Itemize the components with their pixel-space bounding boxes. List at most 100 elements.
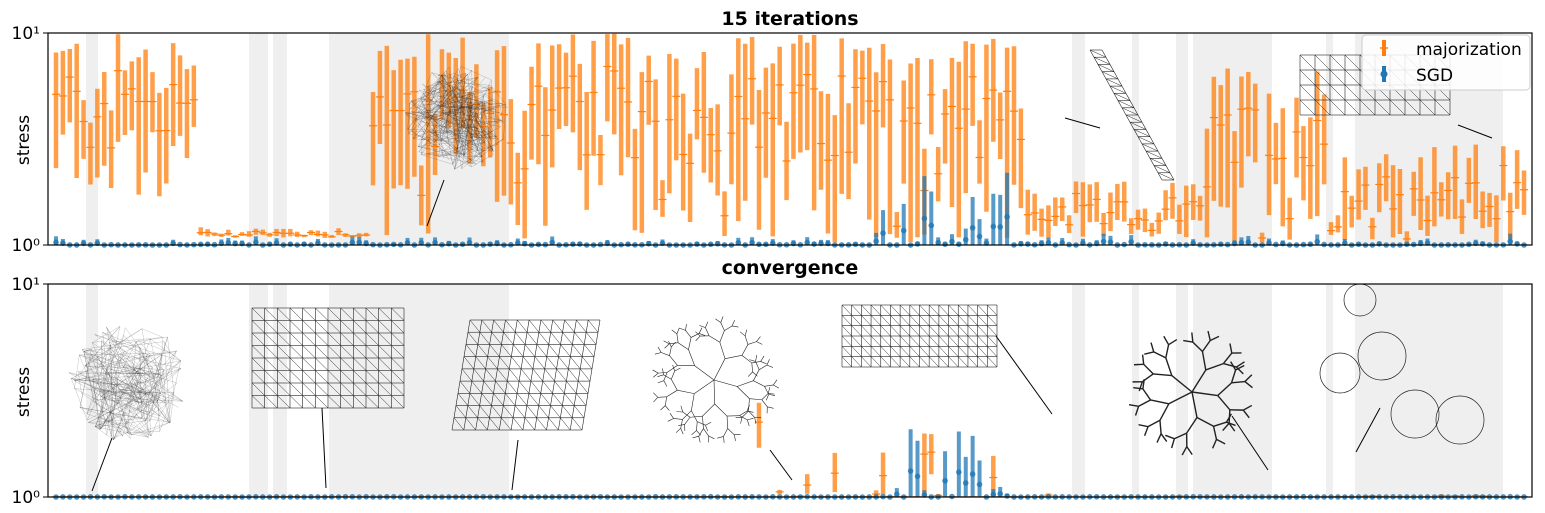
graph-edge bbox=[1117, 100, 1123, 108]
graph-edge bbox=[919, 356, 930, 368]
graph-edge bbox=[550, 393, 553, 406]
graph-edge bbox=[71, 378, 116, 385]
graph-edge bbox=[96, 356, 152, 436]
graph-edge bbox=[131, 358, 146, 421]
graph-edge bbox=[538, 405, 549, 418]
graph-edge bbox=[421, 81, 438, 140]
graph-edge bbox=[475, 344, 479, 357]
graph-edge bbox=[135, 384, 158, 401]
graph-edge bbox=[929, 346, 940, 357]
graph-edge bbox=[890, 356, 901, 368]
graph-edge bbox=[705, 421, 712, 426]
graph-edge bbox=[890, 304, 901, 316]
graph-edge bbox=[118, 356, 139, 404]
graph-edge bbox=[575, 393, 587, 406]
sgd-point bbox=[990, 223, 997, 230]
graph-edge bbox=[751, 362, 753, 372]
graph-edge bbox=[453, 417, 465, 431]
graph-edge bbox=[454, 105, 473, 170]
sgd-point bbox=[1107, 239, 1114, 245]
graph-edge bbox=[449, 66, 462, 156]
graph-edge bbox=[929, 335, 940, 347]
graph-edge bbox=[448, 73, 475, 117]
graph-edge bbox=[150, 338, 170, 423]
graph-edge bbox=[756, 336, 761, 342]
graph-edge bbox=[1145, 129, 1151, 137]
graph-edge bbox=[520, 368, 532, 382]
y-axis-label-top: stress bbox=[14, 115, 34, 165]
graph-edge bbox=[437, 81, 452, 99]
graph-edge bbox=[741, 355, 752, 364]
graph-edge bbox=[552, 393, 563, 406]
graph-edge bbox=[441, 74, 486, 143]
graph-edge bbox=[691, 393, 695, 411]
graph-edge bbox=[127, 401, 170, 433]
graph-edge bbox=[1141, 373, 1154, 383]
graph-edge bbox=[460, 66, 492, 81]
sgd-point bbox=[907, 468, 914, 474]
leader-line bbox=[1355, 407, 1381, 453]
shaded-region bbox=[86, 284, 98, 497]
graph-edge bbox=[505, 393, 516, 406]
graph-edge bbox=[431, 104, 473, 119]
graph-edge bbox=[508, 356, 512, 369]
graph-edge bbox=[532, 368, 543, 382]
graph-edge bbox=[1209, 335, 1220, 342]
graph-edge bbox=[418, 89, 465, 104]
shaded-region bbox=[1132, 284, 1139, 497]
graph-edge bbox=[411, 100, 502, 104]
graph-edge bbox=[135, 394, 141, 400]
graph-edge bbox=[108, 340, 139, 373]
graph-edge bbox=[554, 368, 557, 382]
graph-edge bbox=[1165, 434, 1175, 440]
graph-edge bbox=[93, 402, 152, 436]
graph-edge bbox=[91, 342, 183, 402]
graph-edge bbox=[1101, 71, 1107, 80]
graph-edge bbox=[457, 126, 501, 149]
graph-edge bbox=[451, 417, 455, 431]
graph-edge bbox=[680, 405, 684, 413]
graph-edge bbox=[577, 380, 589, 394]
graph-edge bbox=[100, 344, 111, 430]
graph-edge bbox=[717, 436, 724, 439]
graph-edge bbox=[91, 326, 121, 343]
graph-edge bbox=[671, 329, 678, 335]
graph-edge bbox=[451, 86, 461, 109]
graph-edge bbox=[1133, 107, 1139, 116]
graph-edge bbox=[744, 335, 749, 345]
graph-edge bbox=[99, 369, 107, 430]
graph-edge bbox=[418, 77, 478, 153]
graph-edge bbox=[510, 417, 514, 431]
graph-edge bbox=[690, 415, 703, 418]
graph-edge bbox=[451, 86, 478, 151]
graph-edge bbox=[524, 405, 528, 418]
graph-edge bbox=[121, 389, 161, 394]
graph-edge bbox=[1314, 84, 1331, 101]
graph-edge bbox=[1133, 129, 1151, 137]
graph-edge bbox=[446, 70, 465, 156]
graph-edge bbox=[83, 351, 94, 400]
graph-edge bbox=[108, 372, 124, 425]
graph-edge bbox=[1186, 446, 1193, 456]
graph-edge bbox=[127, 341, 137, 433]
graph-edge bbox=[458, 68, 484, 163]
graph-edge bbox=[413, 138, 442, 142]
graph-edge bbox=[109, 342, 150, 433]
graph-edge bbox=[86, 413, 152, 436]
graph-edge bbox=[747, 417, 754, 421]
graph-edge bbox=[118, 356, 170, 402]
graph-edge bbox=[472, 92, 491, 139]
graph-edge bbox=[713, 379, 716, 404]
graph-edge bbox=[724, 325, 733, 331]
sgd-point bbox=[53, 239, 59, 246]
graph-edge bbox=[747, 371, 753, 377]
graph-edge bbox=[851, 346, 862, 357]
graph-edge bbox=[489, 405, 492, 418]
graph-edge bbox=[575, 381, 579, 394]
sgd-point bbox=[942, 477, 948, 484]
sgd-point bbox=[880, 230, 886, 236]
graph-edge bbox=[1319, 352, 1361, 394]
graph-edge bbox=[1101, 71, 1119, 80]
graph-edge bbox=[448, 141, 477, 165]
graph-edge bbox=[408, 103, 410, 134]
